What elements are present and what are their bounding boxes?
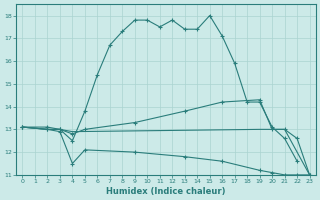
X-axis label: Humidex (Indice chaleur): Humidex (Indice chaleur)	[106, 187, 226, 196]
